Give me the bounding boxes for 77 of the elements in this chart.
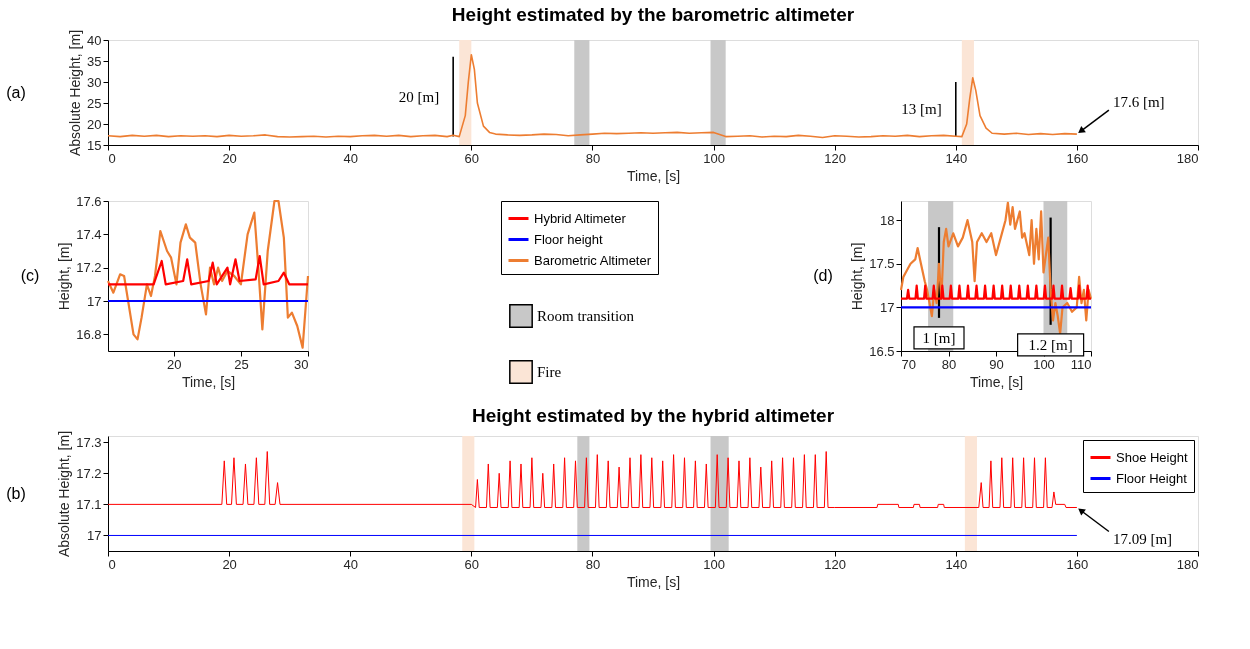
- y-tick-label: 17: [87, 293, 102, 309]
- text: (c): [20, 267, 40, 284]
- annotation: 1.2 [m]: [1028, 336, 1073, 353]
- legend-label: Shoe Height: [1116, 449, 1188, 465]
- legend-label: Floor height: [534, 231, 604, 247]
- chart-title: Height estimated by the barometric altimeter: [451, 4, 855, 26]
- x-tick-label: 20: [222, 556, 237, 572]
- chart-title: Height estimated by the hybrid altimeter: [471, 405, 835, 427]
- x-tick-label: 160: [1066, 556, 1089, 572]
- y-tick-label: 17: [87, 527, 102, 543]
- x-tick-label: 100: [703, 150, 725, 166]
- x-tick-label: 180: [1176, 556, 1199, 572]
- legend-label: Hybrid Altimeter: [534, 210, 627, 226]
- y-tick-label: 16.8: [76, 326, 102, 342]
- y-tick-label: 40: [87, 32, 102, 48]
- x-axis-title: Time, [s]: [181, 373, 236, 390]
- x-tick-label: 80: [941, 356, 957, 372]
- x-tick-label: 30: [294, 356, 309, 372]
- y-axis-title: Absolute Height, [m]: [56, 430, 73, 558]
- text: (a): [6, 83, 26, 101]
- x-tick-label: 40: [343, 556, 358, 572]
- x-tick-label: 40: [343, 150, 358, 166]
- x-tick-label: 100: [703, 556, 725, 572]
- x-tick-label: 90: [989, 356, 1004, 372]
- x-tick-label: 100: [1033, 356, 1055, 372]
- x-tick-label: 0: [108, 150, 116, 166]
- x-tick-label: 20: [167, 356, 182, 372]
- x-tick-label: 0: [108, 556, 116, 572]
- x-tick-label: 80: [585, 150, 601, 166]
- text: (d): [813, 267, 833, 284]
- x-tick-label: 20: [222, 150, 237, 166]
- x-tick-label: 120: [824, 556, 847, 572]
- x-tick-label: 160: [1066, 150, 1089, 166]
- y-tick-label: 17.5: [869, 256, 895, 272]
- y-tick-label: 17.2: [76, 465, 102, 481]
- y-tick-label: 16.5: [869, 343, 895, 359]
- y-axis-title: Height, [m]: [56, 242, 73, 311]
- data-label: 17.09 [m]: [1112, 531, 1173, 548]
- line-series: [106, 254, 310, 286]
- y-axis-title: Height, [m]: [849, 242, 866, 311]
- x-tick-label: 70: [901, 356, 916, 372]
- y-tick-label: 17.3: [76, 434, 102, 450]
- x-axis-title: Time, [s]: [626, 573, 681, 590]
- data-label: 17.6 [m]: [1112, 94, 1165, 111]
- legend-label: Floor Height: [1116, 470, 1188, 486]
- x-tick-label: 25: [234, 356, 249, 372]
- annotation: 13 [m]: [901, 101, 942, 118]
- annotation: 20 [m]: [398, 88, 440, 105]
- y-tick-label: 20: [87, 116, 102, 132]
- x-tick-label: 120: [824, 150, 847, 166]
- line-series: [899, 201, 1093, 335]
- x-tick-label: 60: [464, 556, 480, 572]
- legend-label: Room transition: [537, 308, 635, 324]
- y-tick-label: 18: [880, 212, 895, 228]
- y-axis-title: Absolute Height, [m]: [67, 29, 84, 157]
- legend-label: Fire: [537, 364, 562, 380]
- annotation: 1 [m]: [922, 329, 956, 346]
- y-tick-label: 17.6: [76, 193, 102, 209]
- y-tick-label: 17.1: [76, 496, 102, 512]
- y-tick-label: 25: [87, 95, 102, 111]
- x-tick-label: 80: [585, 556, 601, 572]
- y-tick-label: 35: [87, 53, 102, 69]
- x-tick-label: 180: [1176, 150, 1199, 166]
- y-tick-label: 17.4: [76, 226, 102, 242]
- text: (b): [6, 484, 26, 502]
- y-tick-label: 17: [880, 299, 895, 315]
- y-tick-label: 30: [87, 74, 102, 90]
- line-series: [899, 284, 1093, 300]
- x-axis-title: Time, [s]: [969, 373, 1024, 390]
- x-tick-label: 140: [945, 150, 968, 166]
- y-tick-label: 15: [87, 137, 102, 153]
- x-tick-label: 110: [1070, 356, 1092, 372]
- x-tick-label: 60: [464, 150, 480, 166]
- legend-label: Barometric Altimeter: [534, 252, 652, 268]
- y-tick-label: 17.2: [76, 260, 102, 276]
- x-tick-label: 140: [945, 556, 968, 572]
- x-axis-title: Time, [s]: [626, 167, 681, 184]
